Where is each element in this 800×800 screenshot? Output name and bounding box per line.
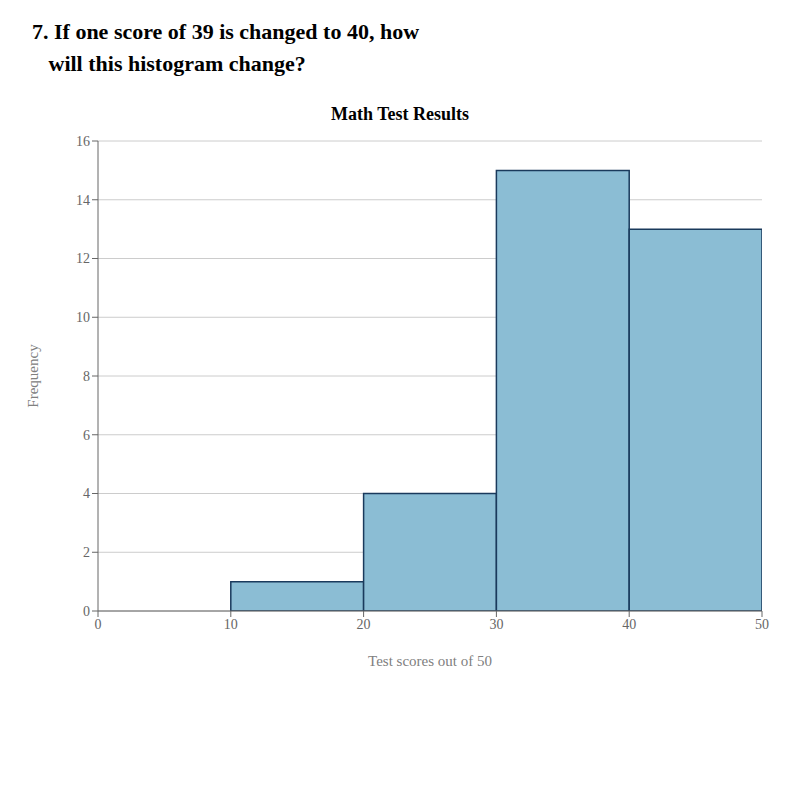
svg-text:12: 12 [76,251,90,266]
svg-text:8: 8 [83,369,90,384]
svg-text:0: 0 [95,617,102,632]
svg-text:4: 4 [83,486,90,501]
svg-text:6: 6 [83,428,90,443]
svg-text:Frequency: Frequency [25,344,41,408]
svg-text:50: 50 [755,617,769,632]
svg-text:40: 40 [622,617,636,632]
svg-text:2: 2 [83,545,90,560]
html-text:Math Test Results: Math Test Results [331,104,469,124]
svg-text:20: 20 [357,617,371,632]
svg-text:16: 16 [76,134,90,149]
svg-text:14: 14 [76,193,90,208]
svg-text:10: 10 [76,310,90,325]
svg-text:0: 0 [83,604,90,619]
html-text:7. If one score of 39 is chang: 7. If one score of 39 is changed to 40, … [32,19,419,44]
svg-text:10: 10 [224,617,238,632]
html-text:will this histogram change?: will this histogram change? [32,51,306,76]
svg-text:30: 30 [489,617,503,632]
svg-text:Test scores out of 50: Test scores out of 50 [368,653,492,669]
